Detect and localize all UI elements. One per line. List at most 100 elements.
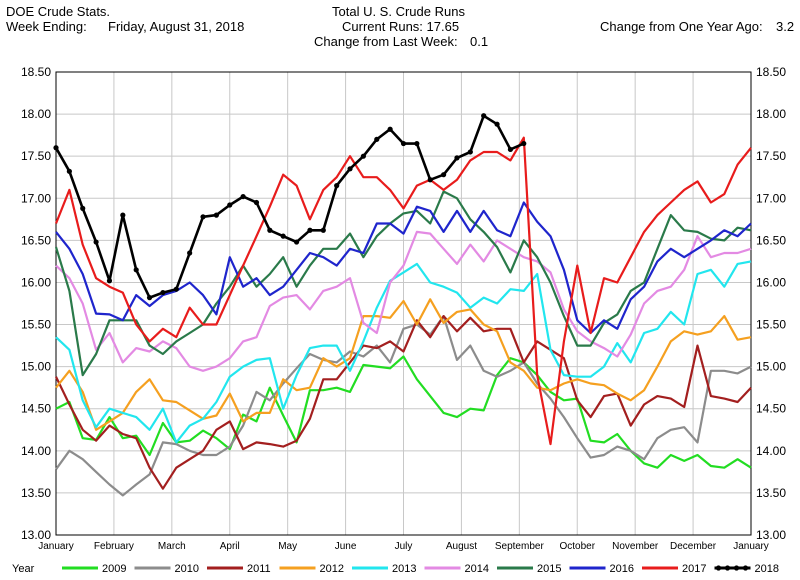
x-tick-month: August: [446, 541, 477, 552]
point-2018: [227, 202, 233, 208]
legend-title: Year: [12, 563, 35, 575]
axes: 13.00 13.00 13.50 13.50 14.00 14.00 14.50 14.50…: [21, 65, 786, 552]
y-tick-right: 14.50: [756, 402, 786, 416]
y-tick-left: 14.50: [21, 402, 51, 416]
y-tick-right: 18.50: [756, 65, 786, 79]
point-2018: [187, 250, 193, 256]
point-2018: [414, 140, 420, 147]
point-2018: [467, 149, 473, 155]
point-2018: [360, 153, 367, 159]
series-line-2010: [55, 315, 752, 497]
header-left-line1: DOE Crude Stats.: [6, 4, 111, 19]
legend-label-2015: 2015: [537, 563, 561, 575]
point-2018: [160, 289, 166, 296]
series-line-2012: [55, 298, 752, 431]
series-line-2009: [55, 355, 752, 469]
point-2018: [320, 227, 326, 233]
x-tick-month: December: [670, 541, 717, 552]
point-2018: [53, 145, 59, 151]
y-tick-right: 18.00: [756, 107, 786, 121]
legend-marker: [742, 565, 749, 571]
point-2018: [253, 199, 260, 206]
x-tick-month: January: [38, 541, 74, 552]
plot-frame: [55, 71, 752, 536]
legend-marker: [724, 565, 731, 571]
y-tick-left: 16.00: [21, 275, 51, 289]
point-2018: [120, 212, 126, 218]
y-tick-left: 14.00: [21, 444, 51, 458]
change-week-label: Change from Last Week:: [314, 34, 458, 49]
x-tick-month: June: [335, 541, 357, 552]
point-2018: [374, 136, 380, 142]
x-tick-month: July: [395, 541, 413, 552]
point-2018: [347, 166, 353, 172]
point-2018: [494, 121, 500, 127]
point-2018: [334, 183, 340, 189]
series-line-2013: [55, 260, 752, 444]
x-tick-month: March: [158, 541, 186, 552]
y-tick-right: 16.50: [756, 233, 786, 247]
y-tick-right: 17.50: [756, 149, 786, 163]
y-tick-right: 16.00: [756, 275, 786, 289]
series-line-2016: [55, 201, 752, 335]
point-2018: [427, 177, 433, 183]
point-2018: [213, 212, 219, 218]
series-line-2015: [54, 190, 752, 377]
x-tick-month: January: [733, 541, 769, 552]
point-2018: [454, 155, 460, 161]
chart-title: Total U. S. Crude Runs: [332, 4, 465, 19]
legend-label-2012: 2012: [320, 563, 344, 575]
x-tick-month: November: [612, 541, 659, 552]
change-week-value: 0.1: [470, 34, 489, 49]
point-2018: [133, 267, 139, 273]
series-line-2017: [54, 136, 752, 446]
point-2018: [307, 227, 313, 233]
point-2018: [400, 140, 407, 147]
legend-label-2009: 2009: [102, 563, 126, 575]
y-tick-left: 13.50: [21, 486, 51, 500]
y-tick-left: 16.50: [21, 233, 51, 247]
point-2018: [173, 286, 179, 292]
legend-marker: [715, 565, 722, 571]
legend: Year 2009 2010 2011 2012 2013 2014 2015 2016 2017…: [12, 563, 779, 575]
point-2018: [66, 168, 72, 174]
legend-label-2013: 2013: [392, 563, 416, 575]
y-tick-right: 13.00: [756, 528, 786, 542]
legend-label-2010: 2010: [175, 563, 199, 575]
point-2018: [521, 140, 527, 147]
series-lines: [53, 113, 752, 497]
y-tick-right: 15.50: [756, 318, 786, 332]
point-2018: [440, 172, 447, 178]
week-ending-label: Week Ending:: [6, 19, 87, 34]
y-tick-left: 13.00: [21, 528, 51, 542]
legend-marker: [733, 565, 740, 571]
legend-label-2017: 2017: [682, 563, 706, 575]
y-tick-left: 18.50: [21, 65, 51, 79]
point-2018: [146, 295, 153, 301]
x-tick-month: May: [278, 541, 297, 552]
x-tick-month: September: [495, 541, 545, 552]
y-tick-right: 13.50: [756, 486, 786, 500]
point-2018: [200, 214, 206, 220]
y-tick-left: 18.00: [21, 107, 51, 121]
point-2018: [93, 239, 99, 245]
point-2018: [507, 146, 514, 153]
legend-label-2011: 2011: [247, 563, 271, 575]
y-tick-left: 17.50: [21, 149, 51, 163]
point-2018: [106, 278, 113, 284]
series-line-2018: [54, 114, 525, 299]
point-2018: [80, 205, 86, 211]
point-2018: [387, 126, 393, 132]
y-tick-right: 15.00: [756, 360, 786, 374]
y-tick-left: 15.00: [21, 360, 51, 374]
change-year-value: 3.2: [776, 19, 795, 34]
change-year-label: Change from One Year Ago:: [600, 19, 763, 34]
point-2018: [280, 233, 286, 239]
x-tick-month: October: [559, 541, 595, 552]
legend-label-2018: 2018: [755, 563, 779, 575]
current-runs: Current Runs: 17.65: [342, 19, 460, 34]
x-tick-month: April: [220, 541, 240, 552]
point-2018: [481, 113, 487, 119]
x-tick-month: February: [94, 541, 134, 552]
